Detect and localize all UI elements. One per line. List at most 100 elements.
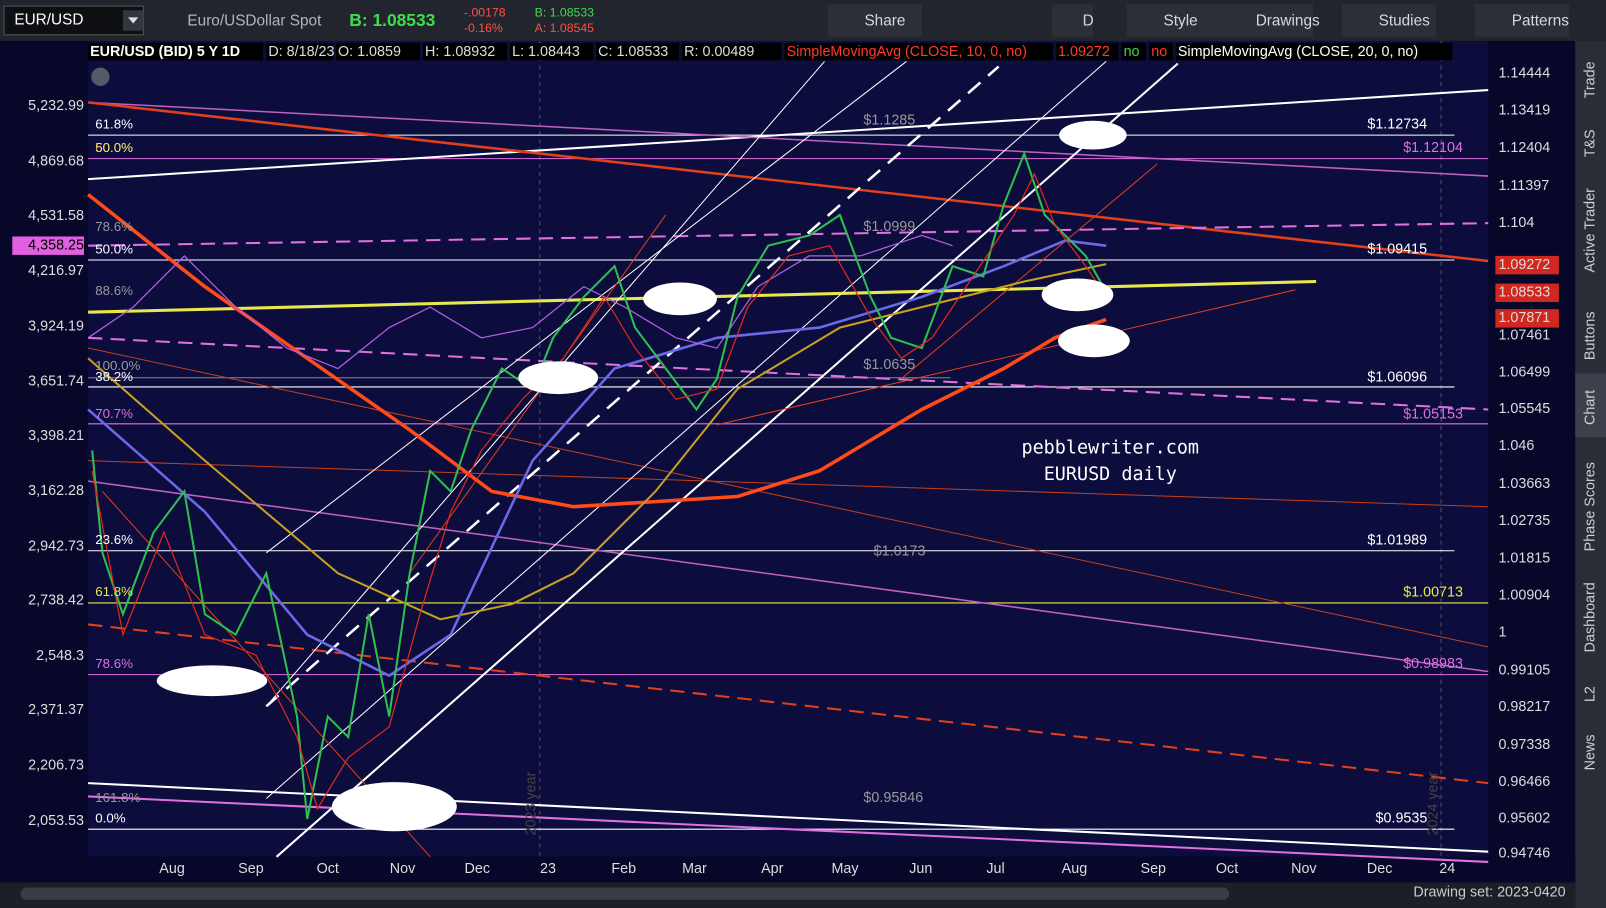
indicator-line (87, 234, 953, 370)
symbol[interactable]: EUR/USD (14, 12, 83, 29)
year-marker: 2023 year (523, 772, 539, 836)
fib-label: 60.0% (95, 140, 133, 155)
toolbar-button-label[interactable]: Style (1164, 13, 1198, 30)
toolbar-button[interactable] (1126, 4, 1221, 37)
left-axis-label: 3,924.19 (28, 318, 84, 334)
price-marker (1495, 283, 1559, 302)
toolbar-button[interactable] (1051, 4, 1093, 37)
x-axis-label: May (831, 861, 859, 877)
level-label: $0.98983 (1403, 656, 1463, 672)
highlight (331, 782, 457, 832)
fib-label: 78.6% (95, 219, 133, 234)
header-item-bg (88, 42, 264, 61)
fib-label: 61.8% (95, 116, 133, 131)
header-item: EUR/USD (BID) 5 Y 1D (90, 44, 240, 60)
side-tab[interactable]: Phase Scores (1582, 462, 1598, 551)
x-axis-label: 23 (540, 861, 556, 877)
alert-icon[interactable] (91, 67, 110, 86)
symbol-box[interactable] (3, 5, 144, 36)
side-tab-active (1575, 373, 1606, 438)
toolbar-button-label[interactable]: Patterns (1512, 13, 1569, 30)
header-item-bg (510, 42, 594, 61)
right-axis-label: 1.11397 (1498, 178, 1549, 194)
right-axis-label: 1.02735 (1498, 513, 1550, 529)
level-label: $1.0999 (863, 219, 915, 235)
left-axis-label: 4,531.58 (28, 208, 84, 224)
toolbar-button[interactable] (1341, 4, 1436, 37)
header-item-bg (423, 42, 507, 61)
toolbar-button-label[interactable]: D (1083, 13, 1094, 30)
scrollbar-thumb[interactable] (20, 887, 1230, 900)
header-item-bg (1121, 42, 1147, 61)
trendline (409, 214, 667, 574)
status: Drawing set: 2023-0420 (1413, 884, 1565, 900)
trendline (900, 163, 1158, 380)
header-item: SimpleMovingAvg (CLOSE, 20, 0, no) (1178, 44, 1418, 60)
left-axis-label: 4,869.68 (28, 154, 84, 170)
price-marker (1495, 309, 1559, 328)
side-tab[interactable]: Chart (1582, 390, 1598, 425)
side-tab[interactable]: Trade (1582, 61, 1598, 98)
left-axis-bg (0, 40, 89, 857)
level-label: $1.1285 (863, 113, 915, 129)
header-item-bg (1175, 42, 1453, 61)
x-axis-label: Nov (1291, 861, 1317, 877)
year-marker: 2024 year (1426, 772, 1442, 836)
trendline (88, 101, 1489, 177)
trendline (87, 480, 1489, 673)
channel-line (265, 65, 1000, 708)
right-axis-label: 1.104 (1498, 215, 1534, 231)
left-axis-label: 2,053.53 (28, 813, 84, 829)
fib-label: 61.8% (95, 584, 133, 599)
toolbar-button-label[interactable]: Share (864, 13, 905, 30)
highlight (1041, 278, 1114, 312)
toolbar-button-label[interactable]: Studies (1379, 13, 1431, 30)
toolbar-button[interactable] (1474, 4, 1570, 37)
toolbar-button[interactable] (827, 4, 922, 37)
level-label: $0.95846 (863, 790, 923, 806)
right-axis-bg (1488, 40, 1576, 857)
left-axis-label: 2,206.73 (28, 757, 84, 773)
channel-line (265, 61, 1107, 799)
level-label: $1.12104 (1403, 140, 1463, 156)
header-item: C: 1.08533 (598, 44, 668, 60)
highlight (643, 282, 717, 316)
side-tab[interactable]: News (1582, 734, 1598, 770)
x-axis-label: Apr (761, 861, 784, 877)
toolbar-button-label[interactable]: Drawings (1256, 13, 1320, 30)
header-item: SimpleMovingAvg (CLOSE, 10, 0, no) (787, 44, 1027, 60)
x-axis-label: Dec (1367, 861, 1392, 877)
channel-line (275, 62, 1179, 858)
trendline (88, 89, 1489, 181)
side-tab[interactable]: T&S (1582, 129, 1598, 157)
level-label: $1.09415 (1367, 242, 1427, 258)
x-axis-label: Dec (465, 861, 490, 877)
fib-label: 161.8% (95, 790, 140, 805)
price-marker (1495, 255, 1559, 275)
x-axis-label: Nov (390, 861, 416, 877)
header-item-bg (596, 42, 680, 61)
fib-label: 38.2% (95, 369, 133, 384)
right-axis-label: 0.96466 (1498, 774, 1550, 790)
header-item-bg (784, 42, 1053, 61)
right-axis-label: 0.98217 (1498, 699, 1550, 715)
right-axis-label: 1.00904 (1498, 588, 1550, 604)
ma-50 (87, 239, 1107, 678)
side-tab[interactable]: Dashboard (1582, 582, 1598, 652)
left-axis-label: 3,162.28 (28, 483, 84, 499)
fib-label: 23.6% (95, 532, 133, 547)
right-axis-label: 1.12404 (1498, 140, 1550, 156)
right-axis-label: 1.06499 (1498, 364, 1550, 380)
left-axis-label: 2,548.3 (36, 648, 84, 664)
side-tabs-bg (1575, 40, 1606, 908)
side-tab[interactable]: Buttons (1582, 311, 1598, 360)
right-axis-label: 1.03663 (1498, 476, 1550, 492)
header-item: no (1124, 44, 1140, 60)
level-label: $1.0635 (863, 357, 915, 373)
toolbar-button[interactable] (1218, 4, 1314, 37)
left-axis-label: 4,358.25 (28, 237, 84, 253)
left-axis-label: 3,651.74 (28, 374, 84, 390)
highlight (1059, 120, 1127, 150)
side-tab[interactable]: Active Trader (1582, 188, 1598, 273)
side-tab[interactable]: L2 (1582, 686, 1598, 702)
